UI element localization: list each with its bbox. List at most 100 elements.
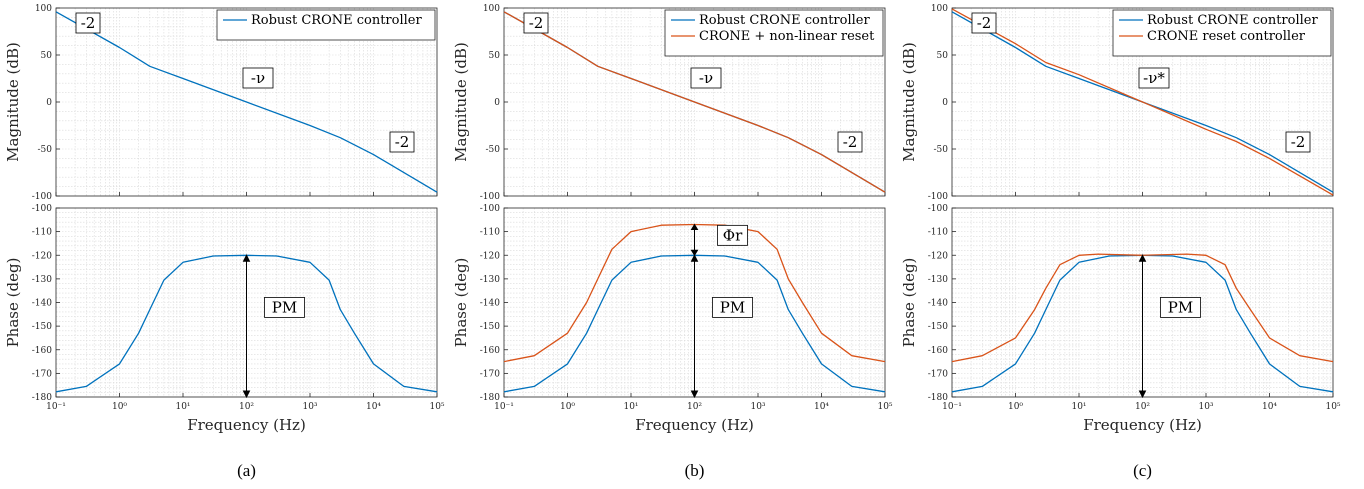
pm-arrow-head-bottom — [242, 390, 251, 399]
magnitude-series-line-1 — [503, 11, 886, 193]
magnitude-y-tick-label: -100 — [32, 192, 52, 202]
phase-axes: -100 -110 -120 -130 -140 -150 -160 -170 -180 Phas… — [900, 204, 1334, 403]
magnitude-grid — [504, 8, 885, 196]
phase-y-tick-label: -170 — [480, 369, 500, 379]
slope-annotation-high: -2 — [1285, 131, 1311, 153]
slope-annotation-mid-label: -ν — [699, 69, 713, 87]
phi-r-arrow-head-top — [690, 223, 699, 231]
legend-entry-1: CRONE reset controller — [1147, 29, 1306, 44]
phase-y-tick-label: -130 — [480, 275, 500, 285]
x-tick-label: 10⁰ — [112, 402, 127, 412]
phase-axes: -100 -110 -120 -130 -140 -150 -160 -170 -180 Phas… — [4, 204, 438, 403]
slope-annotation-mid-box — [690, 67, 722, 89]
x-tick-label: 10⁻¹ — [46, 402, 66, 412]
magnitude-grid — [56, 8, 437, 196]
x-tick-label: 10⁰ — [560, 402, 575, 412]
phase-y-axis-label: Phase (deg) — [4, 258, 22, 348]
x-tick-label: 10⁴ — [1262, 402, 1277, 412]
phase-y-tick-label: -150 — [480, 322, 500, 332]
pm-arrow — [690, 254, 699, 399]
magnitude-series-line-0 — [55, 11, 438, 193]
magnitude-y-axis-label: Magnitude (dB) — [4, 42, 22, 162]
slope-annotation-low-label: -2 — [529, 14, 544, 32]
magnitude-y-tick-label: -100 — [928, 192, 948, 202]
phase-y-tick-label: -180 — [32, 393, 52, 403]
pm-arrow — [242, 254, 251, 399]
subfigure-caption: (c) — [1133, 461, 1152, 480]
phase-y-tick-label: -130 — [928, 275, 948, 285]
legend-entry-1: CRONE + non-linear reset — [699, 29, 875, 44]
slope-annotation-mid: -ν* — [1138, 67, 1170, 89]
magnitude-y-axis-label: Magnitude (dB) — [452, 42, 470, 162]
subfigure-caption: (b) — [685, 461, 705, 480]
slope-annotation-high-box — [837, 131, 863, 153]
slope-annotation-mid: -ν — [690, 67, 722, 89]
phase-y-tick-label: -180 — [480, 393, 500, 403]
phi-r-annotation: Φr — [717, 224, 748, 246]
slope-annotation-low-box — [523, 12, 549, 34]
slope-annotation-mid-label: -ν* — [1143, 69, 1165, 87]
pm-arrow-head-bottom — [690, 390, 699, 399]
phase-y-tick-label: -100 — [928, 204, 948, 214]
phase-y-axis-label: Phase (deg) — [452, 258, 470, 348]
pm-annotation-box — [1160, 297, 1201, 318]
phase-y-tick-label: -100 — [480, 204, 500, 214]
pm-annotation: PM — [264, 297, 305, 318]
phi-r-annotation-box — [717, 224, 748, 246]
phase-y-tick-label: -170 — [32, 369, 52, 379]
slope-annotation-high-label: -2 — [843, 133, 858, 151]
pm-arrow — [1138, 254, 1147, 399]
phase-grid — [56, 208, 437, 397]
slope-annotation-low-label: -2 — [977, 14, 992, 32]
phase-y-tick-label: -140 — [32, 299, 52, 309]
phase-y-tick-label: -100 — [32, 204, 52, 214]
legend-box — [216, 9, 436, 41]
legend-entry-0: Robust CRONE controller — [251, 13, 422, 28]
legend-box — [664, 9, 884, 57]
magnitude-y-tick-label: 50 — [937, 51, 949, 61]
pm-annotation-label: PM — [272, 298, 297, 316]
magnitude-y-axis-label: Magnitude (dB) — [900, 42, 918, 162]
x-axis-label: Frequency (Hz) — [635, 416, 754, 434]
slope-annotation-mid-box — [242, 67, 274, 89]
magnitude-y-tick-label: -50 — [38, 145, 53, 155]
phase-y-tick-label: -180 — [928, 393, 948, 403]
pm-arrow-head-top — [242, 254, 251, 262]
x-axis-label: Frequency (Hz) — [187, 416, 306, 434]
panel-b: 100 50 0 -50 -100 Magnitude (dB) Robust CRONE … — [452, 4, 893, 480]
pm-annotation-box — [264, 297, 305, 318]
phase-y-tick-label: -160 — [928, 346, 948, 356]
slope-annotation-low: -2 — [75, 12, 101, 34]
pm-annotation: PM — [712, 297, 753, 318]
legend-entry-0: Robust CRONE controller — [699, 13, 870, 28]
slope-annotation-low: -2 — [523, 12, 549, 34]
magnitude-series-line-1 — [951, 8, 1334, 196]
slope-annotation-low-box — [971, 12, 997, 34]
slope-annotation-high-box — [1285, 131, 1311, 153]
magnitude-axes: 100 50 0 -50 -100 Magnitude (dB) — [452, 4, 886, 202]
phase-y-tick-label: -110 — [480, 228, 500, 238]
x-tick-label: 10³ — [1198, 402, 1213, 412]
pm-arrow-head-top — [1138, 254, 1147, 262]
x-tick-label: 10² — [239, 402, 254, 412]
phase-axes: -100 -110 -120 -130 -140 -150 -160 -170 -180 Phas… — [452, 204, 886, 403]
phase-y-tick-label: -150 — [928, 322, 948, 332]
x-tick-label: 10¹ — [623, 402, 638, 412]
slope-annotation-high-label: -2 — [395, 133, 410, 151]
magnitude-y-tick-label: 100 — [483, 4, 500, 14]
pm-annotation: PM — [1160, 297, 1201, 318]
x-tick-label: 10² — [1135, 402, 1150, 412]
slope-annotation-high-box — [389, 131, 415, 153]
slope-annotation-low-label: -2 — [81, 14, 96, 32]
phase-y-tick-label: -110 — [928, 228, 948, 238]
x-tick-label: 10⁵ — [1325, 402, 1340, 412]
x-tick-label: 10⁴ — [366, 402, 381, 412]
phi-r-arrow-head-bottom — [690, 249, 699, 257]
legend: Robust CRONE controller — [216, 9, 436, 41]
magnitude-y-tick-label: 50 — [489, 51, 501, 61]
pm-annotation-label: PM — [720, 298, 745, 316]
pm-arrow-head-top — [690, 254, 699, 262]
slope-annotation-mid-label: -ν — [251, 69, 265, 87]
